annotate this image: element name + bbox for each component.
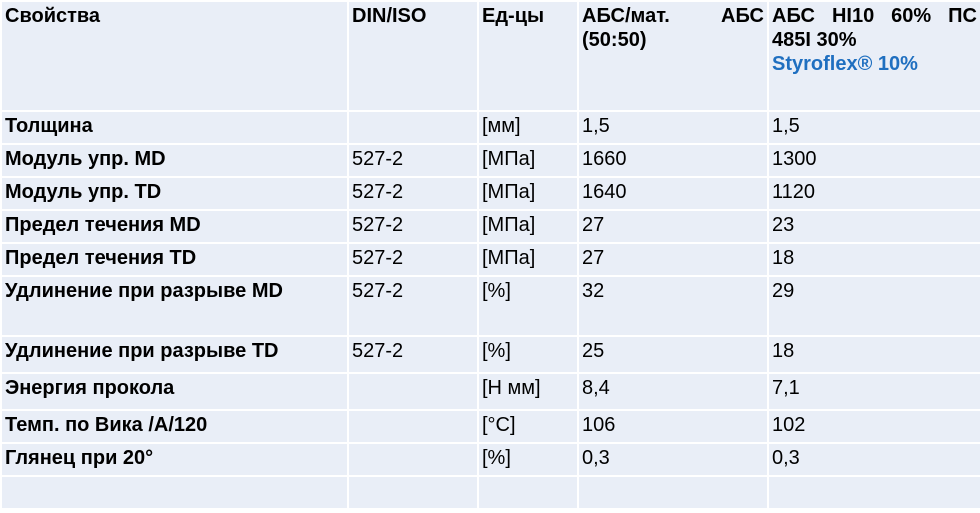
property-cell: Модуль упр. MD [0,143,349,178]
table-row: Модуль упр. MD 527-2 [МПа] 1660 1300 [0,143,980,178]
value-cell: 18 [767,335,980,374]
value-cell: 0,3 [767,442,980,477]
property-cell: Толщина [0,110,349,145]
value-cell: 8,4 [577,372,769,411]
table-row: Удлинение при разрыве MD 527-2 [%] 32 29 [0,275,980,337]
property-cell: Предел течения MD [0,209,349,244]
property-cell: Предел течения TD [0,242,349,277]
table-row: Модуль упр. TD 527-2 [МПа] 1640 1120 [0,176,980,211]
empty-cell [577,475,769,510]
value-cell [347,110,479,145]
empty-cell [767,475,980,510]
value-cell: 527-2 [347,275,479,337]
header-cell: DIN/ISO [347,0,479,112]
value-cell: 18 [767,242,980,277]
value-cell: [мм] [477,110,579,145]
property-cell: Энергия прокола [0,372,349,411]
value-cell [347,372,479,411]
table-row: Предел течения MD 527-2 [МПа] 27 23 [0,209,980,244]
table-row: Удлинение при разрыве TD 527-2 [%] 25 18 [0,335,980,374]
value-cell: 0,3 [577,442,769,477]
value-cell: 102 [767,409,980,444]
empty-cell [477,475,579,510]
value-cell: 32 [577,275,769,337]
table-row: Глянец при 20° [%] 0,3 0,3 [0,442,980,477]
value-cell: 1,5 [577,110,769,145]
table-row: Энергия прокола [Н мм] 8,4 7,1 [0,372,980,411]
value-cell: 29 [767,275,980,337]
value-cell: 1120 [767,176,980,211]
value-cell: 106 [577,409,769,444]
value-cell: 27 [577,209,769,244]
property-cell: Удлинение при разрыве MD [0,275,349,337]
empty-row [0,475,980,510]
header-cell: АБС/мат. АБС (50:50) [577,0,769,112]
table-header: Свойства DIN/ISO Ед-цы АБС/мат. АБС (50:50)… [0,0,980,112]
header-cell: АБС HI10 60% ПС 485I 30% Styroflex® 10% [767,0,980,112]
empty-cell [0,475,349,510]
property-cell: Модуль упр. TD [0,176,349,211]
empty-cell [347,475,479,510]
table-body: Толщина [мм] 1,5 1,5 Модуль упр. MD 527-2 [МПа… [0,110,980,477]
value-cell: 527-2 [347,242,479,277]
header-row: Свойства DIN/ISO Ед-цы АБС/мат. АБС (50:50)… [0,0,980,112]
value-cell: 7,1 [767,372,980,411]
value-cell: 25 [577,335,769,374]
value-cell: [Н мм] [477,372,579,411]
value-cell [347,409,479,444]
table-row: Предел течения TD 527-2 [МПа] 27 18 [0,242,980,277]
value-cell: 527-2 [347,143,479,178]
value-cell [347,442,479,477]
value-cell: [°C] [477,409,579,444]
property-cell: Темп. по Вика /A/120 [0,409,349,444]
value-cell: 1300 [767,143,980,178]
header-accent: Styroflex® 10% [772,53,918,75]
property-cell: Удлинение при разрыве TD [0,335,349,374]
value-cell: [МПа] [477,176,579,211]
header-text: АБС HI10 60% ПС 485I 30% [772,5,977,51]
value-cell: [%] [477,335,579,374]
value-cell: [МПа] [477,143,579,178]
value-cell: 27 [577,242,769,277]
value-cell: [МПа] [477,209,579,244]
property-cell: Глянец при 20° [0,442,349,477]
value-cell: 527-2 [347,209,479,244]
value-cell: [МПа] [477,242,579,277]
value-cell: 527-2 [347,176,479,211]
value-cell: 1640 [577,176,769,211]
header-cell: Свойства [0,0,349,112]
value-cell: 1660 [577,143,769,178]
table-footer [0,475,980,510]
table-row: Толщина [мм] 1,5 1,5 [0,110,980,145]
value-cell: 1,5 [767,110,980,145]
header-cell: Ед-цы [477,0,579,112]
value-cell: [%] [477,442,579,477]
table-row: Темп. по Вика /A/120 [°C] 106 102 [0,409,980,444]
value-cell: [%] [477,275,579,337]
value-cell: 527-2 [347,335,479,374]
value-cell: 23 [767,209,980,244]
